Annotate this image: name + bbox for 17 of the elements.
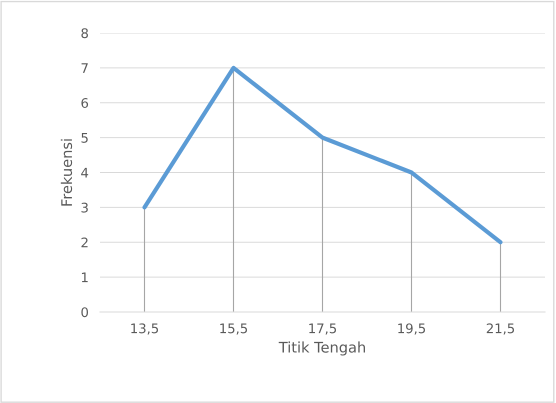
y-tick-label: 3 [82,202,88,213]
x-tick-label: 17,5 [309,324,336,335]
y-tick-label: 4 [81,168,88,178]
y-tick-label: 5 [82,133,88,143]
x-axis-title: Titik Tengah [278,341,365,356]
x-tick-label: 15,5 [220,324,248,335]
y-tick-label: 0 [81,307,88,318]
y-tick-label: 7 [82,63,88,73]
x-tick-label: 13,5 [131,323,158,335]
x-tick-label: 19,5 [398,323,426,335]
y-tick-label: 2 [81,237,88,248]
line-series [142,66,503,244]
y-tick-label: 1 [82,272,88,282]
y-tick-label: 6 [81,98,88,108]
y-tick-label: 8 [81,28,88,38]
y-axis-title: Frekuensi [60,139,72,206]
x-tick-label: 21,5 [486,323,514,335]
